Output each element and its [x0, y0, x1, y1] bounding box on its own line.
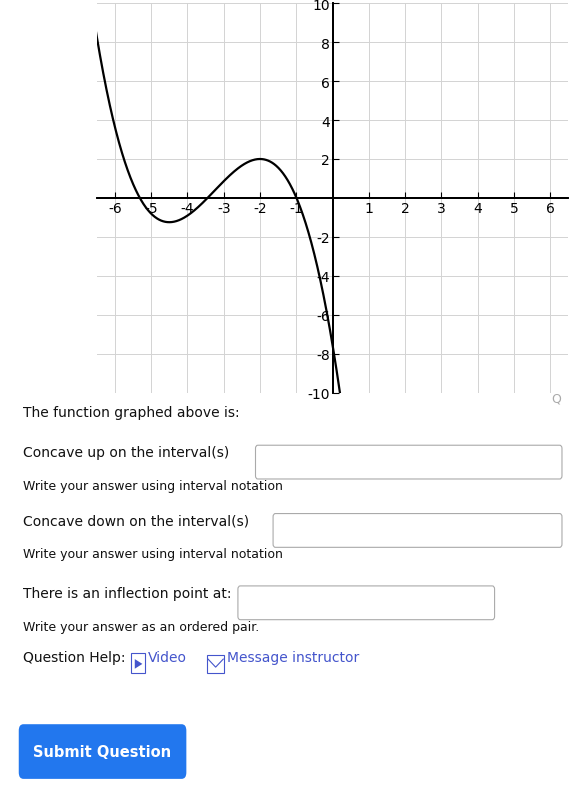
Text: Write your answer using interval notation: Write your answer using interval notatio…	[23, 479, 283, 492]
Text: Submit Question: Submit Question	[33, 744, 172, 759]
Text: Question Help:: Question Help:	[23, 650, 135, 664]
Text: Concave down on the interval(s): Concave down on the interval(s)	[23, 514, 250, 528]
Text: Concave up on the interval(s): Concave up on the interval(s)	[23, 446, 230, 459]
Text: Write your answer as an ordered pair.: Write your answer as an ordered pair.	[23, 620, 260, 633]
Text: Message instructor: Message instructor	[227, 650, 360, 664]
Text: Write your answer using interval notation: Write your answer using interval notatio…	[23, 548, 283, 560]
Text: Video: Video	[148, 650, 188, 664]
Text: The function graphed above is:: The function graphed above is:	[23, 406, 240, 419]
Text: Q: Q	[551, 392, 561, 406]
Text: There is an inflection point at:: There is an inflection point at:	[23, 586, 232, 600]
